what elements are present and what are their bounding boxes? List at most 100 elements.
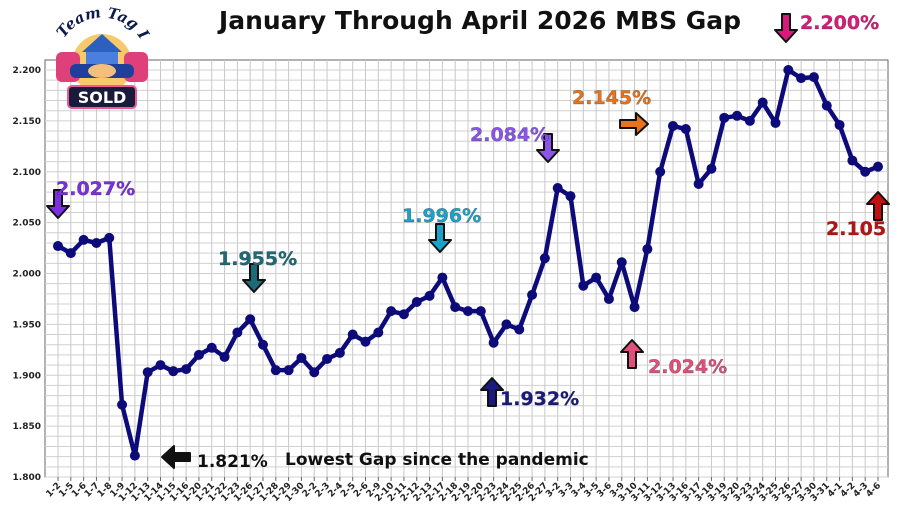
data-point <box>437 272 448 283</box>
data-point <box>808 72 819 83</box>
data-point <box>334 347 345 358</box>
annotation-label: 2.024% <box>648 356 728 379</box>
data-point <box>757 97 768 108</box>
y-tick-label: 1.900 <box>13 371 41 381</box>
x-tick-label: 4-6 <box>865 481 884 500</box>
data-point <box>847 155 858 166</box>
data-point <box>386 306 397 317</box>
data-point <box>129 450 140 461</box>
annotation-label: 2.105 <box>826 218 887 241</box>
arrow-icon <box>774 13 798 43</box>
data-point <box>591 272 602 283</box>
arrow-icon <box>161 445 191 469</box>
y-tick-label: 1.800 <box>13 473 41 483</box>
annotation-label: Lowest Gap since the pandemic <box>285 450 589 470</box>
data-point <box>347 329 358 340</box>
data-point <box>193 349 204 360</box>
data-point <box>91 237 102 248</box>
data-point <box>463 306 473 317</box>
data-point <box>411 296 422 307</box>
arrow-icon <box>619 112 649 136</box>
data-point <box>642 244 653 255</box>
team-tag-it-logo: Team Tag It SOLD <box>48 2 156 118</box>
arrow-icon <box>536 133 560 163</box>
data-point <box>514 324 525 335</box>
data-point <box>770 117 781 128</box>
data-point <box>424 290 435 301</box>
annotation-label: 2.145% <box>572 87 652 110</box>
data-point <box>309 367 320 378</box>
data-point <box>552 183 563 194</box>
arrow-icon <box>428 223 452 253</box>
data-point <box>539 253 550 264</box>
data-point <box>655 166 666 177</box>
data-point <box>629 302 640 313</box>
arrow-icon <box>46 189 70 219</box>
annotation-label: 2.084% <box>470 124 550 147</box>
annotation-label: 2.027% <box>56 178 136 201</box>
data-point <box>296 352 307 363</box>
y-tick-label: 2.100 <box>13 168 41 178</box>
svg-text:SOLD: SOLD <box>78 88 127 107</box>
y-tick-label: 2.000 <box>13 270 41 280</box>
arrow-icon <box>480 377 504 407</box>
data-point <box>475 306 486 317</box>
data-point <box>245 314 256 325</box>
data-point <box>527 289 538 300</box>
arrow-icon <box>866 191 890 221</box>
data-point <box>680 124 691 135</box>
data-point <box>732 110 743 121</box>
data-point <box>322 353 333 364</box>
data-point <box>603 293 614 304</box>
arrow-icon <box>620 339 644 369</box>
data-point <box>398 309 409 320</box>
data-point <box>117 399 128 410</box>
data-point <box>796 73 807 84</box>
data-point <box>873 161 883 172</box>
data-point <box>258 339 268 350</box>
data-point <box>168 366 179 377</box>
data-point <box>783 65 794 75</box>
plot-area <box>44 59 889 478</box>
data-point <box>860 166 871 177</box>
data-point <box>142 367 153 378</box>
data-point <box>283 365 294 376</box>
data-point <box>219 351 230 362</box>
annotation-label: 1.996% <box>402 205 482 228</box>
data-point <box>373 327 384 338</box>
data-point <box>65 248 76 259</box>
data-point <box>693 178 704 189</box>
annotation-label: 1.932% <box>500 388 580 411</box>
data-point <box>450 302 461 313</box>
data-point <box>719 112 730 123</box>
data-point <box>706 163 717 174</box>
data-point <box>53 241 63 252</box>
y-tick-label: 2.150 <box>13 117 41 127</box>
annotation-label: 2.200% <box>800 12 880 35</box>
data-point <box>501 319 512 330</box>
data-point <box>668 120 678 131</box>
annotation-label: 1.955% <box>218 248 298 271</box>
y-tick-label: 2.200 <box>13 66 41 76</box>
data-point <box>360 336 371 347</box>
y-tick-label: 1.850 <box>13 422 41 432</box>
data-point <box>821 100 832 111</box>
y-tick-label: 1.950 <box>13 320 41 330</box>
data-point <box>181 364 192 375</box>
data-point <box>744 115 755 126</box>
data-point <box>834 119 845 130</box>
y-tick-label: 2.050 <box>13 219 41 229</box>
data-point <box>488 337 499 348</box>
data-point <box>616 257 627 268</box>
data-point <box>232 327 243 338</box>
annotation-label: 1.821% <box>197 452 268 472</box>
data-point <box>206 342 217 353</box>
data-point <box>578 280 589 291</box>
data-point <box>104 232 115 243</box>
data-point <box>155 360 166 371</box>
chart-title: January Through April 2026 MBS Gap <box>218 6 742 35</box>
data-point <box>78 234 89 245</box>
arrow-icon <box>242 263 266 293</box>
